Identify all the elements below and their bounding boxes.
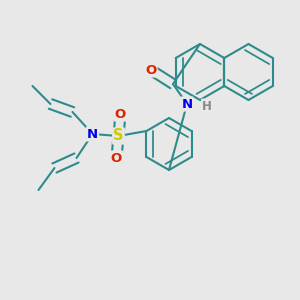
- Text: N: N: [87, 128, 98, 140]
- Text: S: S: [113, 128, 124, 143]
- Text: O: O: [111, 152, 122, 164]
- Text: O: O: [115, 107, 126, 121]
- Text: O: O: [146, 64, 157, 76]
- Text: N: N: [182, 98, 193, 110]
- Text: H: H: [202, 100, 212, 112]
